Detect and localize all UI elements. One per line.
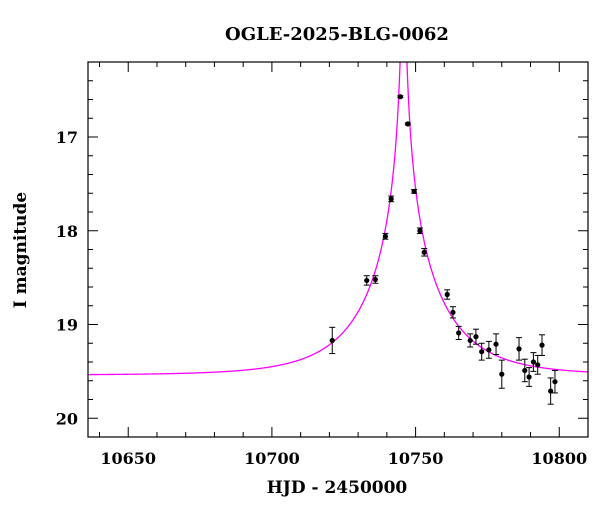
data-point [388,196,394,202]
y-tick-label: 18 [56,222,78,241]
data-point [456,330,462,336]
model-curve [88,62,588,376]
observation-5 [397,94,404,100]
y-tick-label: 17 [56,128,78,147]
x-tick-label: 10750 [388,449,444,468]
chart-title: OGLE-2025-BLG-0062 [225,24,449,45]
observation-7 [411,188,418,194]
plot-area: 10650 10700 10750 10800 17 18 19 20 [56,61,589,468]
x-axis-label: HJD - 2450000 [267,478,408,498]
x-tick-label: 10650 [100,449,156,468]
observation-11 [449,306,456,319]
data-point [548,388,554,394]
observation-0 [329,326,336,355]
data-point [329,337,335,344]
data-point [450,309,456,315]
observation-19 [516,337,523,361]
plot-frame [87,61,589,438]
data-point [372,276,378,283]
data-point [493,341,499,347]
data-point [486,347,492,353]
data-point [522,367,528,374]
observation-20 [521,358,528,383]
observation-13 [467,333,474,348]
observation-8 [416,227,423,235]
data-point [530,359,537,365]
data-point [364,277,370,284]
data-point [411,188,417,194]
observation-25 [547,377,554,405]
observation-18 [498,359,505,389]
observation-26 [551,369,558,394]
observation-6 [404,121,411,127]
observation-24 [539,334,546,356]
data-point [479,349,485,355]
observation-4 [388,195,395,203]
y-tick-label: 19 [56,316,78,335]
data-point [382,233,389,239]
observation-22 [530,352,537,372]
observation-12 [455,325,462,340]
data-point [397,94,403,100]
observation-16 [485,340,492,359]
observation-14 [472,328,479,345]
data-point [539,342,545,348]
data-point [444,291,450,298]
data-point [499,371,505,377]
data-point [535,362,541,368]
observation-1 [363,275,370,286]
x-tick-label: 10800 [531,449,587,468]
observation-15 [478,342,485,361]
y-tick-label: 20 [56,409,78,428]
data-point [473,334,479,340]
data-point [526,374,532,380]
observation-21 [526,367,533,387]
data-point [516,346,522,352]
observation-2 [372,275,379,284]
observation-23 [534,354,541,375]
data-point [405,121,411,127]
observation-10 [444,289,451,300]
data-point [552,379,558,385]
data-point [417,228,423,234]
y-axis-label: I magnitude [11,192,31,309]
observation-3 [382,233,389,240]
observation-9 [421,248,428,257]
data-point [467,337,473,344]
observation-17 [493,333,500,355]
data-point [421,249,427,255]
x-tick-label: 10700 [244,449,300,468]
